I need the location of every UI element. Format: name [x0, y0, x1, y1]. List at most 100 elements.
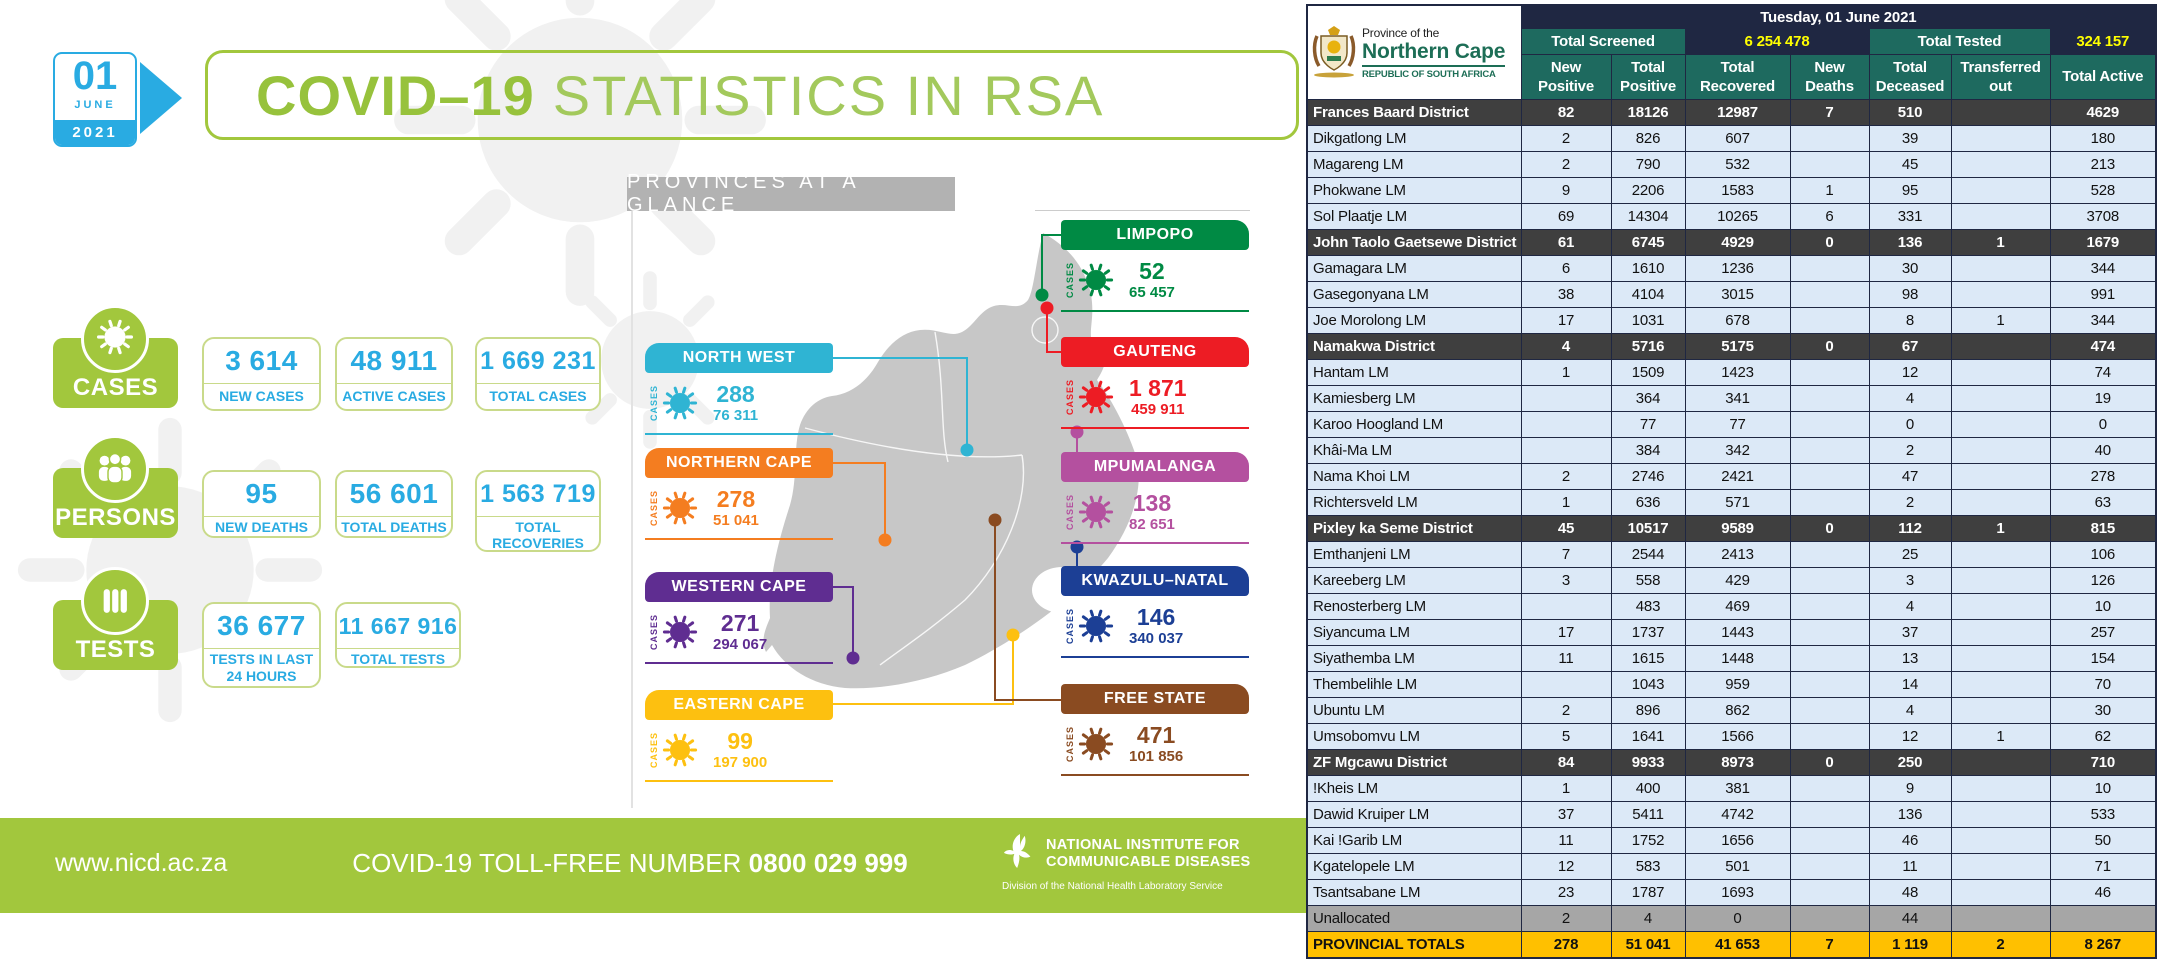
row-value: 1787 — [1610, 879, 1686, 906]
new-cases-value: 3 614 — [225, 345, 298, 376]
total-cases-label: TOTAL CASES — [477, 383, 599, 409]
row-value: 1031 — [1610, 307, 1686, 334]
row-value — [1789, 281, 1870, 308]
row-name: Nama Khoi LM — [1306, 463, 1522, 490]
province-card: NORTH WEST CASES 288 76 311 — [645, 343, 833, 435]
row-value: 7 — [1520, 541, 1612, 568]
row-value: 46 — [1868, 827, 1952, 854]
active-cases-box: 48 911 ACTIVE CASES — [335, 337, 453, 411]
province-body: CASES 52 65 457 — [1061, 250, 1249, 312]
row-value: 39 — [1868, 125, 1952, 152]
column-header: Total Positive — [1610, 54, 1686, 100]
total-deaths-box: 56 601 TOTAL DEATHS — [335, 470, 453, 538]
row-value: 528 — [2049, 177, 2157, 204]
row-value: 2 — [1520, 151, 1612, 178]
row-name: John Taolo Gaetsewe District — [1306, 229, 1522, 256]
row-name: PROVINCIAL TOTALS — [1306, 931, 1522, 959]
table-row: Umsobomvu LM 5 1641 1566 12 1 62 — [1306, 723, 2157, 750]
row-value: 4104 — [1610, 281, 1686, 308]
row-value — [1789, 255, 1870, 282]
date-day: 01 — [72, 54, 118, 98]
row-value — [1520, 437, 1612, 464]
row-value — [1950, 801, 2051, 828]
virus-icon — [662, 615, 698, 649]
total-deaths-value: 56 601 — [349, 478, 439, 509]
logo-line2: Northern Cape — [1362, 39, 1506, 63]
row-value: 2746 — [1610, 463, 1686, 490]
total-tests-label: TOTAL TESTS — [337, 648, 459, 666]
row-value: 1641 — [1610, 723, 1686, 750]
tests-group-label: TESTS — [75, 636, 156, 663]
row-value: 1737 — [1610, 619, 1686, 646]
row-value — [1789, 463, 1870, 490]
table-row: Emthanjeni LM 7 2544 2413 25 106 — [1306, 541, 2157, 568]
row-value: 30 — [1868, 255, 1952, 282]
row-value: 8 — [1868, 307, 1952, 334]
row-value: 4 — [1868, 697, 1952, 724]
province-card: LIMPOPO CASES 52 65 457 — [1061, 220, 1249, 312]
cases-vertical-label: CASES — [1065, 493, 1075, 530]
tests-24h-value: 36 677 — [217, 610, 306, 641]
row-value — [1950, 775, 2051, 802]
northern-cape-table: Province of the Northern Cape REPUBLIC OF … — [1306, 4, 2157, 959]
row-value: 2421 — [1684, 463, 1791, 490]
row-value: 3015 — [1684, 281, 1791, 308]
column-header: New Positive — [1520, 54, 1612, 100]
row-value: 9589 — [1684, 515, 1791, 542]
footer-bar: www.nicd.ac.za COVID-19 TOLL-FREE NUMBER… — [0, 818, 1306, 913]
row-value — [1950, 333, 2051, 360]
row-value — [1789, 619, 1870, 646]
row-value — [1950, 879, 2051, 906]
row-value: 67 — [1868, 333, 1952, 360]
province-total-cases: 51 041 — [713, 512, 759, 529]
row-value: 14304 — [1610, 203, 1686, 230]
tests-group: TESTS — [53, 567, 178, 671]
row-name: Tsantsabane LM — [1306, 879, 1522, 906]
province-body: CASES 1 871 459 911 — [1061, 367, 1249, 429]
row-value: 250 — [1868, 749, 1952, 776]
row-value: 510 — [1868, 99, 1952, 126]
province-total-cases: 340 037 — [1129, 630, 1184, 647]
row-value: 2 — [1868, 437, 1952, 464]
row-value: 4 — [1520, 333, 1612, 360]
row-value: 7 — [1789, 99, 1870, 126]
row-value: 30 — [2049, 697, 2157, 724]
row-value — [2049, 905, 2157, 932]
row-value: 331 — [1868, 203, 1952, 230]
tollfree-number: 0800 029 999 — [748, 848, 908, 878]
row-value — [1520, 593, 1612, 620]
row-value: 213 — [2049, 151, 2157, 178]
row-value: 1 119 — [1868, 931, 1952, 959]
province-name: EASTERN CAPE — [645, 690, 833, 720]
row-value — [1950, 125, 2051, 152]
row-value: 583 — [1610, 853, 1686, 880]
row-value: 1566 — [1684, 723, 1791, 750]
province-name: WESTERN CAPE — [645, 572, 833, 602]
row-value: 136 — [1868, 801, 1952, 828]
row-value: 678 — [1684, 307, 1791, 334]
row-value: 5716 — [1610, 333, 1686, 360]
table-row: Thembelihle LM 1043 959 14 70 — [1306, 671, 2157, 698]
date-month: JUNE — [74, 99, 116, 111]
tested-value: 324 157 — [2049, 28, 2157, 55]
row-value: 38 — [1520, 281, 1612, 308]
row-value — [1950, 697, 2051, 724]
row-value: 37 — [1868, 619, 1952, 646]
row-value: 400 — [1610, 775, 1686, 802]
row-name: Kai !Garib LM — [1306, 827, 1522, 854]
province-new-cases: 1 871 — [1129, 375, 1187, 401]
row-value: 3708 — [2049, 203, 2157, 230]
row-value: 51 041 — [1610, 931, 1686, 959]
row-value: 62 — [2049, 723, 2157, 750]
province-body: CASES 99 197 900 — [645, 720, 833, 782]
row-name: Namakwa District — [1306, 333, 1522, 360]
row-value — [1789, 489, 1870, 516]
table-row: Gamagara LM 6 1610 1236 30 344 — [1306, 255, 2157, 282]
row-value: 826 — [1610, 125, 1686, 152]
row-value — [1950, 619, 2051, 646]
nicd-org-line2: COMMUNICABLE DISEASES — [1046, 853, 1251, 870]
row-value: 12 — [1520, 853, 1612, 880]
tested-label: Total Tested — [1868, 28, 2051, 55]
row-name: Richtersveld LM — [1306, 489, 1522, 516]
virus-icon — [1078, 495, 1114, 529]
